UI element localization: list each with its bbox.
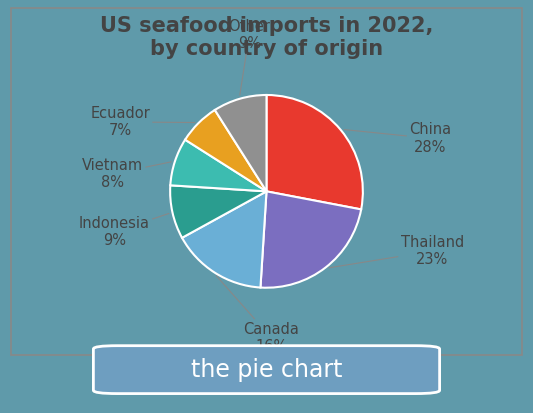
FancyBboxPatch shape	[93, 346, 440, 394]
Text: Ecuador
7%: Ecuador 7%	[90, 106, 195, 138]
Text: Canada
16%: Canada 16%	[216, 275, 299, 354]
Text: China
28%: China 28%	[344, 122, 451, 154]
Wedge shape	[266, 95, 363, 209]
Wedge shape	[261, 191, 361, 288]
Text: the pie chart: the pie chart	[191, 358, 342, 382]
Wedge shape	[182, 191, 266, 287]
Wedge shape	[215, 95, 266, 191]
Wedge shape	[170, 185, 266, 238]
Text: Thailand
23%: Thailand 23%	[329, 235, 464, 268]
Wedge shape	[171, 140, 266, 191]
Text: US seafood imports in 2022,
by country of origin: US seafood imports in 2022, by country o…	[100, 16, 433, 59]
Text: Other
9%: Other 9%	[228, 19, 270, 95]
Text: Vietnam
8%: Vietnam 8%	[82, 158, 171, 190]
Wedge shape	[185, 110, 266, 191]
Text: Indonesia
9%: Indonesia 9%	[79, 214, 169, 248]
